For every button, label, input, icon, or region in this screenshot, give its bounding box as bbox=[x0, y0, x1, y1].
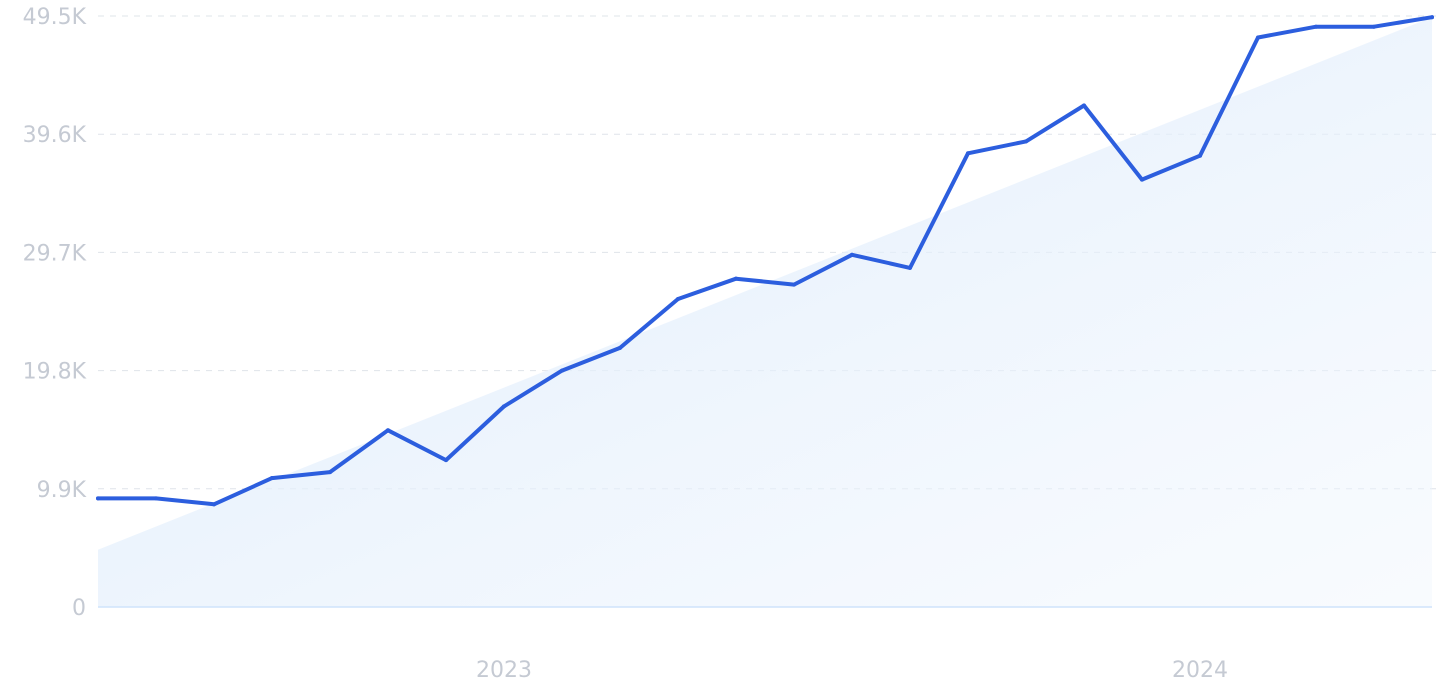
data-point bbox=[1430, 15, 1434, 20]
data-point bbox=[386, 428, 390, 433]
data-point bbox=[734, 276, 738, 281]
data-point bbox=[850, 252, 854, 257]
data-point bbox=[560, 368, 564, 373]
data-point bbox=[908, 265, 912, 270]
data-point bbox=[792, 282, 796, 287]
trend-area bbox=[98, 17, 1432, 607]
data-point bbox=[444, 458, 448, 463]
data-point bbox=[1140, 177, 1144, 182]
data-point bbox=[1024, 139, 1028, 144]
series-line bbox=[96, 15, 1434, 507]
y-tick-label: 9.9K bbox=[37, 478, 87, 503]
x-tick-label: 2023 bbox=[476, 658, 532, 683]
data-point bbox=[1372, 24, 1376, 29]
data-point bbox=[1082, 103, 1086, 108]
series-layer bbox=[96, 15, 1434, 507]
data-point bbox=[96, 496, 100, 501]
data-point bbox=[966, 151, 970, 156]
y-axis-labels: 0 9.9K 19.8K 29.7K 39.6K 49.5K bbox=[23, 5, 87, 621]
data-point bbox=[1256, 35, 1260, 40]
y-tick-label: 49.5K bbox=[23, 5, 87, 30]
data-point bbox=[676, 296, 680, 301]
data-point bbox=[1198, 153, 1202, 158]
data-point bbox=[212, 502, 216, 507]
data-point bbox=[1314, 24, 1318, 29]
y-tick-label: 19.8K bbox=[23, 360, 87, 385]
data-point bbox=[154, 496, 158, 501]
data-point bbox=[328, 470, 332, 475]
x-axis-labels: 2023 2024 bbox=[476, 658, 1228, 683]
data-point bbox=[618, 345, 622, 350]
data-point bbox=[502, 404, 506, 409]
data-point bbox=[270, 476, 274, 481]
y-tick-label: 0 bbox=[72, 596, 86, 621]
y-tick-label: 29.7K bbox=[23, 241, 87, 266]
y-tick-label: 39.6K bbox=[23, 123, 87, 148]
x-tick-label: 2024 bbox=[1172, 658, 1228, 683]
